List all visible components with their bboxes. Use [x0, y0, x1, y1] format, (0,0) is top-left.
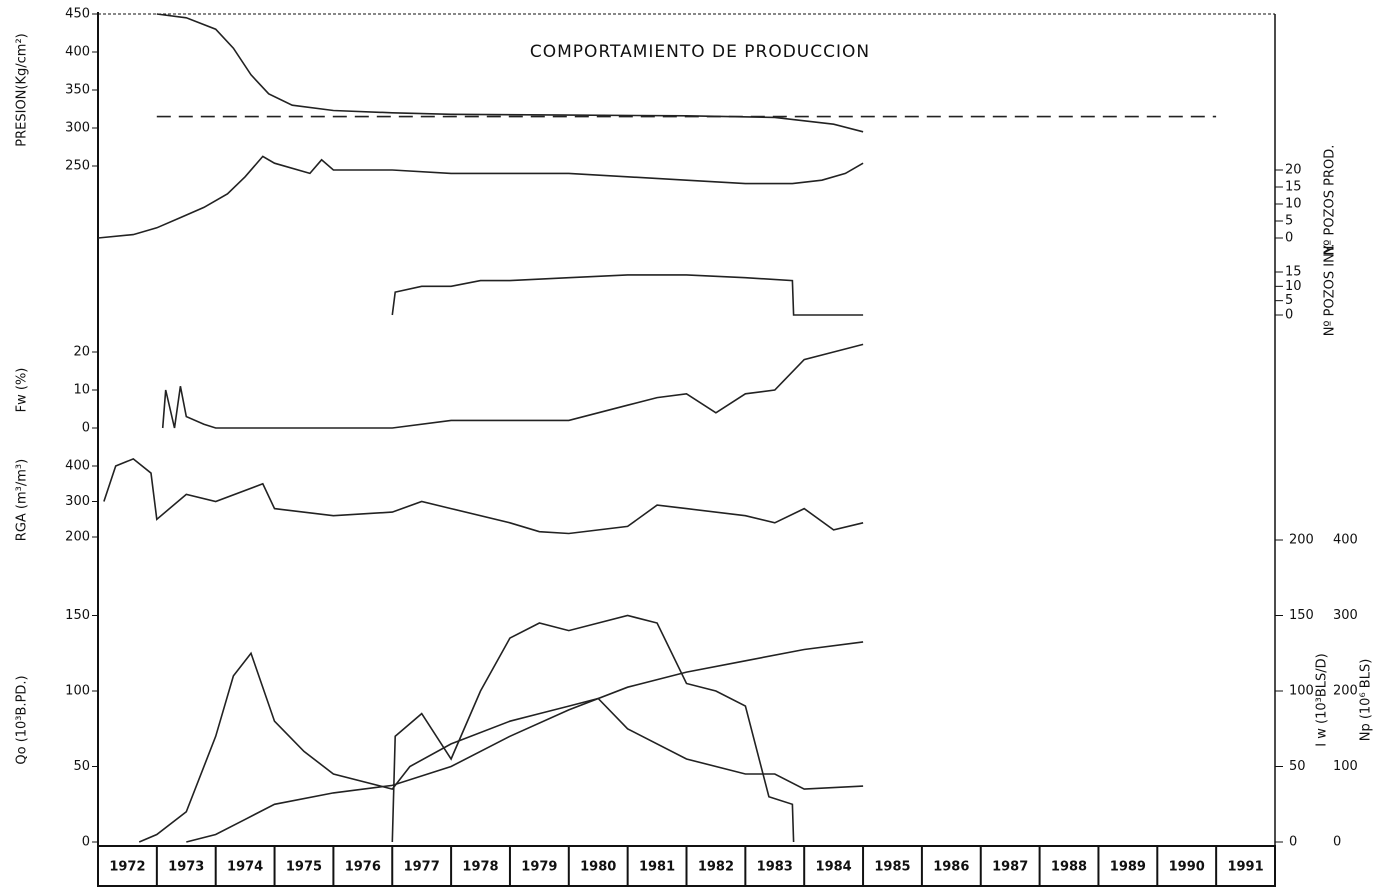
y-tick-label: 15	[1285, 180, 1302, 195]
x-tick-label: 1986	[933, 860, 969, 875]
x-tick-label: 1987	[992, 860, 1028, 875]
y-tick-label: 10	[1285, 279, 1302, 294]
y-tick-label: 300	[65, 494, 90, 509]
y-tick-label: 250	[65, 159, 90, 174]
y-tick-label: 200	[65, 530, 90, 545]
x-tick-label: 1989	[1110, 860, 1146, 875]
y-tick-label: 400	[65, 45, 90, 60]
x-tick-label: 1985	[874, 860, 910, 875]
series-line	[97, 155, 864, 239]
y-axis-label: Nº POZOS PROD.	[1323, 145, 1338, 256]
series-line	[103, 457, 864, 535]
x-tick-label: 1980	[580, 860, 616, 875]
chart-title: COMPORTAMIENTO DE PRODUCCION	[530, 42, 870, 62]
y2-tick-label: 50	[1289, 759, 1306, 774]
y-tick-label: 0	[1285, 231, 1293, 246]
series-line	[161, 343, 864, 429]
x-tick-label: 1977	[404, 860, 440, 875]
y-tick-label: 350	[65, 83, 90, 98]
x-tick-label: 1974	[227, 860, 263, 875]
y-tick-label: 20	[1285, 163, 1302, 178]
y-tick-label: 400	[65, 459, 90, 474]
x-tick-label: 1973	[168, 860, 204, 875]
y3-tick-label: 0	[1333, 835, 1341, 850]
y-tick-label: 5	[1285, 293, 1293, 308]
x-tick-label: 1972	[109, 860, 145, 875]
series-line	[391, 614, 795, 843]
y-tick-label: 5	[1285, 214, 1293, 229]
x-tick-label: 1983	[757, 860, 793, 875]
x-tick-label: 1982	[698, 860, 734, 875]
y3-tick-label: 400	[1333, 533, 1358, 548]
y-tick-label: 150	[65, 608, 90, 623]
y-tick-label: 300	[65, 121, 90, 136]
y3-tick-label: 200	[1333, 684, 1358, 699]
x-tick-label: 1975	[286, 860, 322, 875]
y-tick-label: 15	[1285, 265, 1302, 280]
y2-tick-label: 200	[1289, 533, 1314, 548]
y-tick-label: 10	[73, 383, 90, 398]
y2-tick-label: 150	[1289, 608, 1314, 623]
series-line	[156, 13, 864, 133]
x-tick-label: 1991	[1227, 860, 1263, 875]
y-tick-label: 50	[73, 759, 90, 774]
x-tick-label: 1990	[1169, 860, 1205, 875]
x-tick-label: 1988	[1051, 860, 1087, 875]
y-tick-label: 0	[82, 421, 90, 436]
y2-axis-label: I w (10³BLS/D)	[1315, 653, 1330, 746]
y-tick-label: 100	[65, 684, 90, 699]
x-tick-label: 1978	[462, 860, 498, 875]
x-tick-label: 1979	[521, 860, 557, 875]
y-axis-label: PRESION(Kg/cm²)	[15, 33, 30, 146]
y-tick-label: 0	[1285, 308, 1293, 323]
y-tick-label: 10	[1285, 197, 1302, 212]
y-tick-label: 0	[82, 835, 90, 850]
y2-tick-label: 100	[1289, 684, 1314, 699]
y2-tick-label: 0	[1289, 835, 1297, 850]
x-tick-label: 1981	[639, 860, 675, 875]
y3-axis-label: Np (10⁶ BLS)	[1359, 659, 1374, 742]
y3-tick-label: 100	[1333, 759, 1358, 774]
y3-tick-label: 300	[1333, 608, 1358, 623]
x-tick-label: 1984	[816, 860, 852, 875]
series-line	[186, 641, 864, 843]
series-line	[391, 274, 864, 316]
y-tick-label: 20	[73, 345, 90, 360]
series-line	[138, 651, 864, 843]
y-axis-label: Fw (%)	[15, 368, 30, 413]
y-tick-label: 450	[65, 7, 90, 22]
y-axis-label: Nº POZOS INY.	[1323, 244, 1338, 337]
y-axis-label: RGA (m³/m³)	[15, 459, 30, 541]
x-tick-label: 1976	[345, 860, 381, 875]
y-axis-label: Qo (10³B.PD.)	[15, 675, 30, 764]
